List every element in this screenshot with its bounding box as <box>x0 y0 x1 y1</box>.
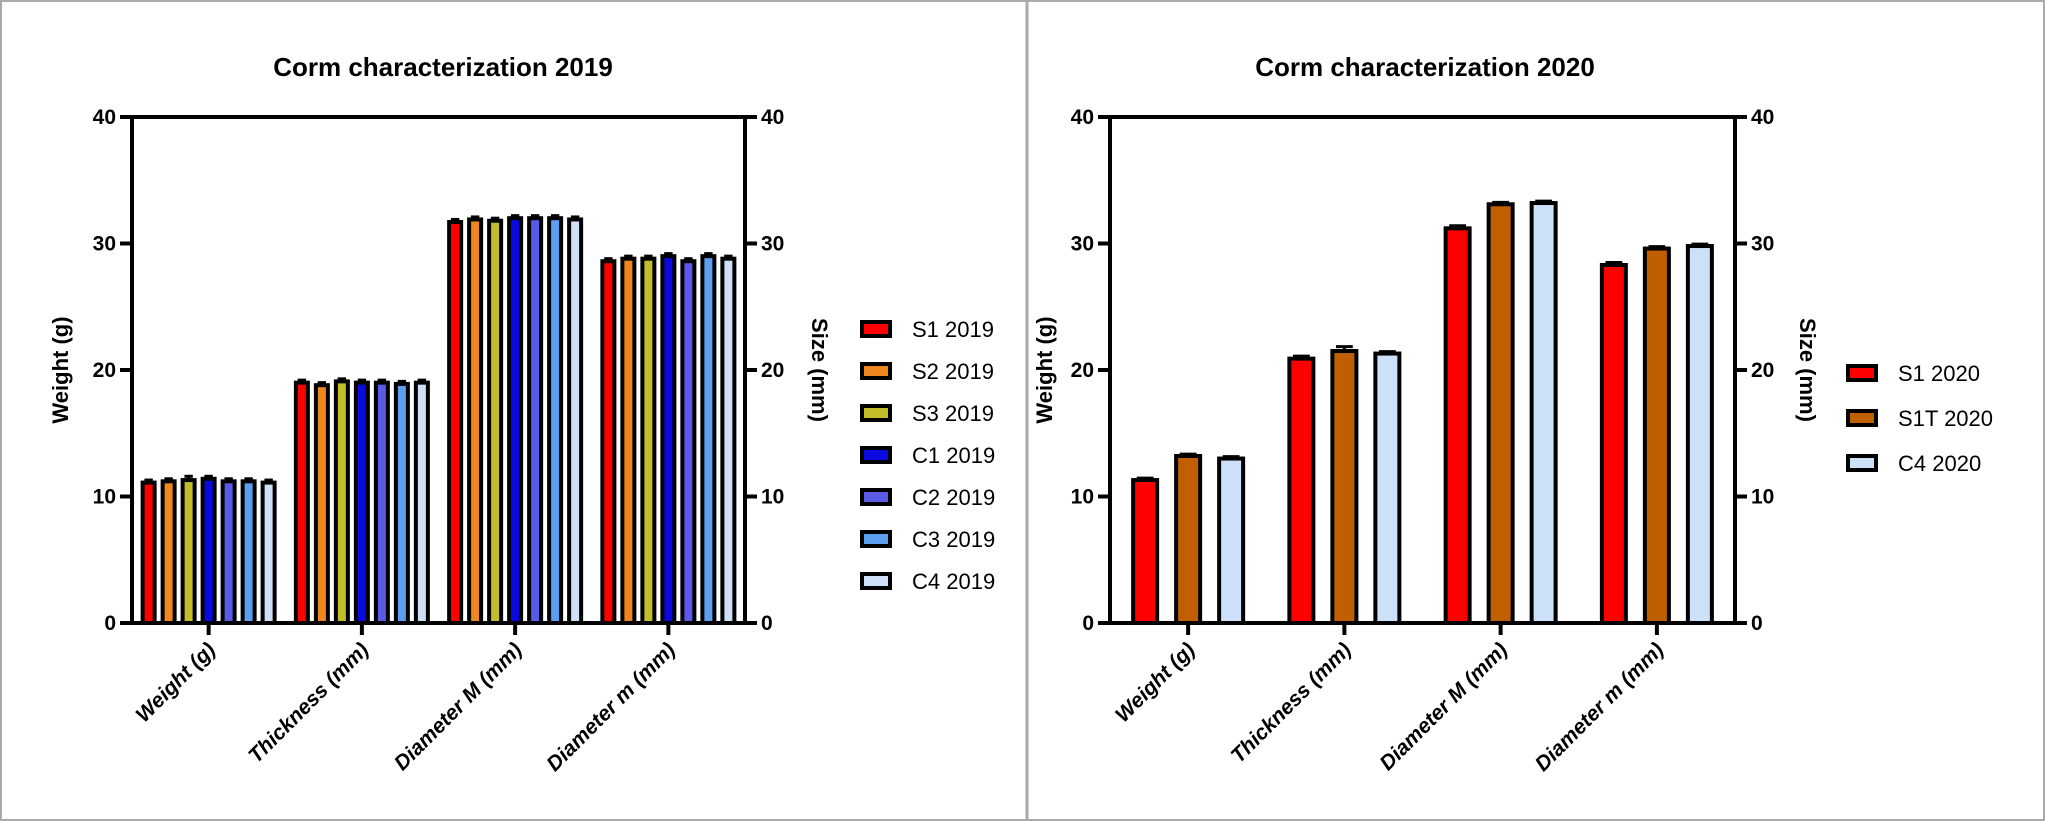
y-tick-label-left: 20 <box>93 359 116 382</box>
y-tick-label-right: 0 <box>1751 612 1763 635</box>
bar-c3-2019 <box>240 479 257 625</box>
bar-c4-2020 <box>1373 351 1402 625</box>
bar-s1t-2020 <box>1174 454 1203 625</box>
chart-title: Corm characterization 2020 <box>1255 52 1595 82</box>
bar-s1t-2020 <box>1486 202 1515 625</box>
bar-c1-2019 <box>507 216 524 625</box>
chart-title: Corm characterization 2019 <box>273 52 613 82</box>
bar-c4-2019 <box>720 256 737 625</box>
bar-c2-2019 <box>527 216 544 625</box>
bar-c2-2019 <box>220 479 237 625</box>
y-tick-label-right: 10 <box>1751 486 1774 509</box>
bar-s1t-2020 <box>1330 349 1359 625</box>
y-tick-label-right: 30 <box>1751 233 1774 256</box>
y-axis-label-right: Size (mm) <box>807 318 832 422</box>
bar-c1-2019 <box>660 254 677 625</box>
y-tick-label-right: 20 <box>761 359 784 382</box>
bar-s1-2020 <box>1443 226 1472 625</box>
y-tick-label-left: 10 <box>93 486 116 509</box>
bar-c2-2019 <box>373 380 390 625</box>
bar-c1-2019 <box>200 476 217 626</box>
y-tick-label-right: 10 <box>761 486 784 509</box>
bar-c2-2019 <box>680 259 697 625</box>
legend-swatch <box>1846 364 1878 382</box>
legend-label: C2 2019 <box>912 485 995 510</box>
bar-s1-2019 <box>600 259 617 625</box>
legend-swatch <box>860 530 892 548</box>
bar-c3-2019 <box>393 381 410 626</box>
bar-s1-2019 <box>140 480 157 625</box>
bar-s1-2020 <box>1287 356 1316 625</box>
y-tick-label-left: 30 <box>1071 233 1094 256</box>
legend-label: S1T 2020 <box>1898 406 1993 431</box>
y-tick-label-left: 40 <box>93 106 116 129</box>
bar-c4-2019 <box>567 217 584 625</box>
legend-label: C4 2019 <box>912 569 995 594</box>
bar-s2-2019 <box>160 479 177 625</box>
y-axis-label-left: Weight (g) <box>1032 316 1057 423</box>
bar-s1-2020 <box>1131 478 1160 625</box>
legend-swatch <box>860 572 892 590</box>
bar-s2-2019 <box>313 383 330 625</box>
legend-swatch <box>1846 454 1878 472</box>
y-tick-label-left: 0 <box>1082 612 1094 635</box>
legend-label: C1 2019 <box>912 443 995 468</box>
bar-c3-2019 <box>547 216 564 625</box>
y-tick-label-left: 20 <box>1071 359 1094 382</box>
legend-label: S1 2019 <box>912 317 994 342</box>
bar-s1t-2020 <box>1642 246 1671 625</box>
legend-swatch <box>860 404 892 422</box>
bar-c1-2019 <box>353 380 370 625</box>
y-tick-label-right: 0 <box>761 612 773 635</box>
bar-s2-2019 <box>467 217 484 625</box>
y-axis-label-right: Size (mm) <box>1795 318 1820 422</box>
bar-s2-2019 <box>620 256 637 625</box>
bar-s1-2019 <box>293 380 310 625</box>
legend-label: C4 2020 <box>1898 451 1981 476</box>
bar-c3-2019 <box>700 254 717 625</box>
legend-label: S3 2019 <box>912 401 994 426</box>
legend-swatch <box>1846 409 1878 427</box>
y-tick-label-right: 40 <box>1751 106 1774 129</box>
y-tick-label-left: 10 <box>1071 486 1094 509</box>
bar-s3-2019 <box>487 218 504 625</box>
legend-label: S2 2019 <box>912 359 994 384</box>
y-axis-label-left: Weight (g) <box>48 316 73 423</box>
bar-s1-2019 <box>447 219 464 625</box>
bar-s3-2019 <box>180 478 197 625</box>
legend-swatch <box>860 320 892 338</box>
legend-label: C3 2019 <box>912 527 995 552</box>
y-tick-label-left: 0 <box>104 612 116 635</box>
bar-c4-2019 <box>413 380 430 625</box>
y-tick-label-right: 30 <box>761 233 784 256</box>
bar-s1-2020 <box>1599 263 1628 625</box>
y-tick-label-right: 20 <box>1751 359 1774 382</box>
legend-swatch <box>860 488 892 506</box>
y-tick-label-left: 40 <box>1071 106 1094 129</box>
legend-swatch <box>860 362 892 380</box>
legend-label: S1 2020 <box>1898 361 1980 386</box>
y-tick-label-right: 40 <box>761 106 784 129</box>
bar-c4-2019 <box>260 480 277 625</box>
bar-c4-2020 <box>1529 201 1558 626</box>
bar-c4-2020 <box>1217 456 1246 625</box>
legend-swatch <box>860 446 892 464</box>
y-tick-label-left: 30 <box>93 233 116 256</box>
bar-s3-2019 <box>333 379 350 626</box>
bar-s3-2019 <box>640 256 657 625</box>
bar-c4-2020 <box>1685 244 1714 625</box>
